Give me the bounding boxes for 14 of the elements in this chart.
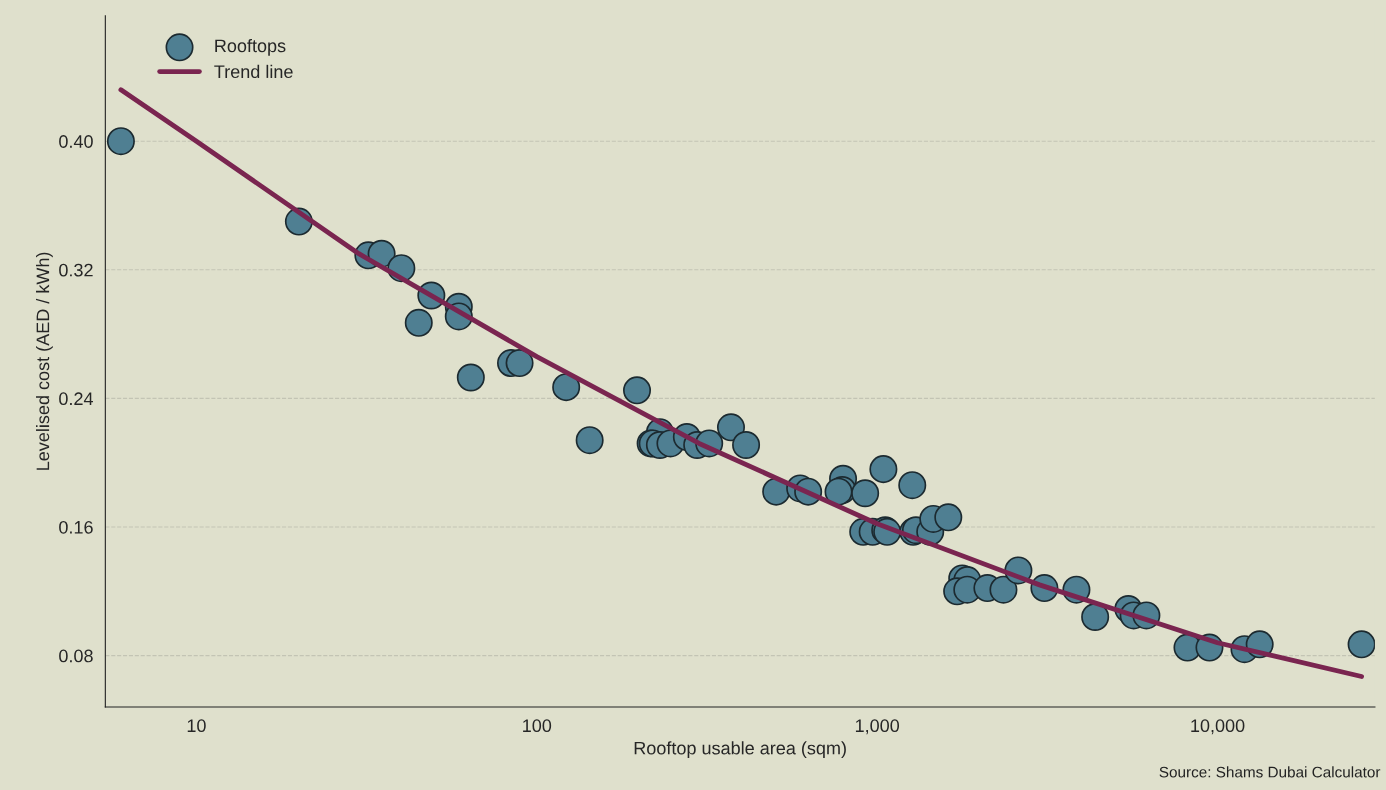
x-tick-label: 1,000 bbox=[855, 719, 900, 735]
source-note: Source: Shams Dubai Calculator bbox=[1159, 766, 1381, 778]
y-tick-label: 0.40 bbox=[59, 135, 93, 148]
y-tick-label: 0.24 bbox=[59, 392, 94, 406]
x-tick-label: 10,000 bbox=[1191, 719, 1245, 735]
legend-label: Trend line bbox=[214, 64, 293, 79]
y-tick-label: 0.32 bbox=[59, 263, 93, 277]
y-axis-title: Levelised cost (AED / kWh) bbox=[36, 252, 53, 470]
y-tick-label: 0.16 bbox=[59, 520, 93, 534]
x-tick-label: 10 bbox=[187, 719, 206, 733]
x-axis-title: Rooftop usable area (sqm) bbox=[634, 741, 846, 759]
y-tick-label: 0.08 bbox=[59, 649, 93, 663]
legend-label: Rooftops bbox=[215, 38, 286, 56]
x-tick-label: 100 bbox=[523, 719, 552, 733]
